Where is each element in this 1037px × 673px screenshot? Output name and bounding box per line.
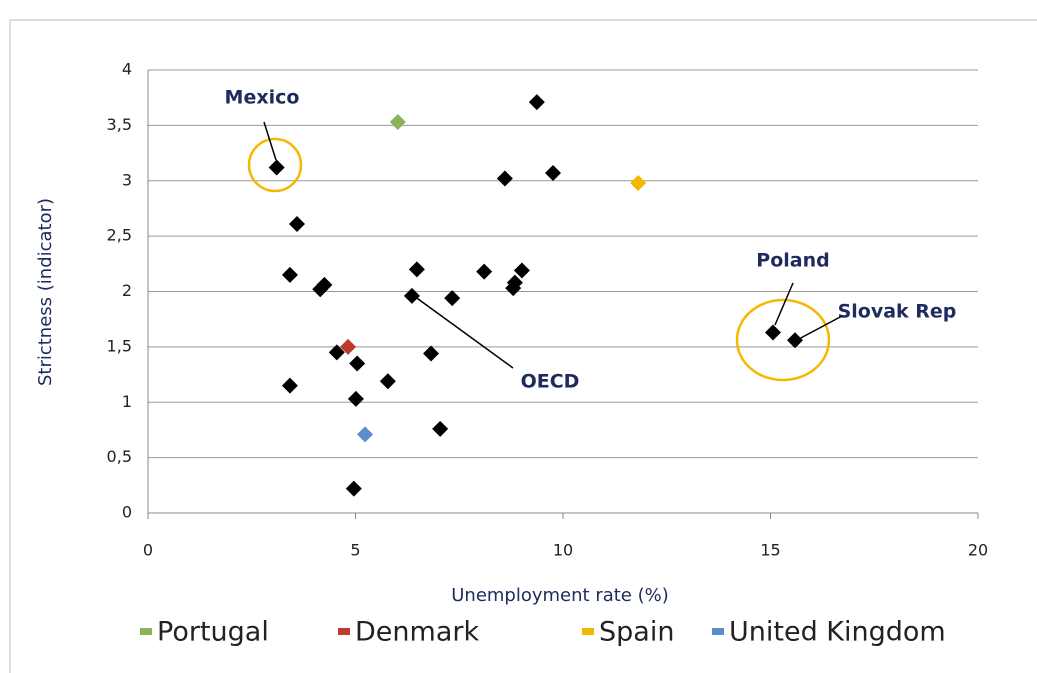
legend-swatch [582,628,594,635]
point [340,338,357,355]
point [328,344,345,361]
y-tick-label: 3 [122,170,132,189]
point [288,215,305,232]
x-tick-label: 20 [968,541,988,560]
annotation: OECD [521,371,580,393]
y-axis-title: Strictness (indicator) [35,198,56,386]
point [444,290,461,307]
legend-label: United Kingdom [729,617,946,648]
x-tick-label: 15 [760,541,780,560]
annotation: Slovak Rep [838,301,957,323]
point [432,420,449,437]
point [403,287,420,304]
x-tick-label: 5 [350,541,360,560]
point [281,266,298,283]
y-tick-label: 1,5 [107,336,132,355]
point [476,263,493,280]
annotations [247,121,843,382]
legend-swatch [712,628,724,635]
point [513,262,530,279]
y-tick-label: 2 [122,281,132,300]
y-tick-label: 4 [122,60,132,79]
point [389,114,406,131]
point [379,373,396,390]
legend-swatch [140,628,152,635]
x-tick-label: 0 [143,541,153,560]
point [528,94,545,111]
y-tick-label: 0,5 [107,447,132,466]
x-tick-label: 10 [553,541,573,560]
point [764,324,781,341]
legend-label: Portugal [157,617,269,648]
point [408,261,425,278]
annotation-line [263,121,277,161]
annotation-line [774,282,794,326]
annotation-line [413,295,514,369]
point [630,174,647,191]
annotation: Mexico [225,87,300,109]
x-axis-title: Unemployment rate (%) [451,585,669,606]
point [347,390,364,407]
point [345,480,362,497]
point [545,164,562,181]
y-tick-label: 0 [122,503,132,522]
legend-label: Denmark [355,617,479,648]
annotation-line [796,315,843,341]
point [268,159,285,176]
highlight-circle [735,298,831,382]
point [505,280,522,297]
point [786,332,803,349]
point [349,355,366,372]
frame [9,19,1037,673]
legend-label: Spain [599,617,674,648]
highlight-circle [247,137,303,193]
point [496,170,513,187]
point [357,426,374,443]
point [316,276,333,293]
plot: 0 0,5 1 1,5 2 2,5 3 3,5 4 0 5 10 15 20 Portugal Denmark… [107,60,989,648]
point [281,377,298,394]
annotation: Poland [756,250,829,272]
y-tick-label: 2,5 [107,226,132,245]
legend-swatch [338,628,350,635]
y-tick-label: 1 [122,392,132,411]
y-tick-label: 3,5 [107,115,132,134]
point [423,345,440,362]
